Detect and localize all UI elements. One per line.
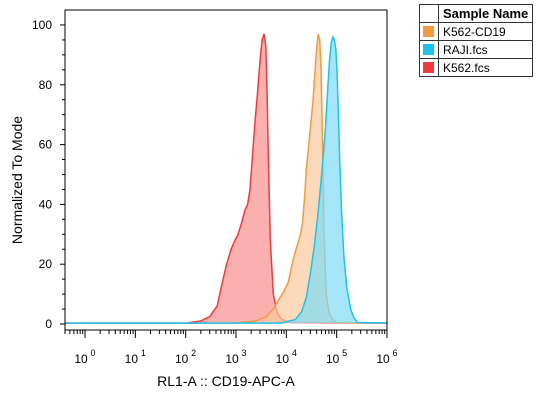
series-area-raji-fcs: [65, 36, 387, 324]
x-tick-exponent: 6: [392, 348, 397, 358]
x-tick-exponent: 5: [342, 348, 347, 358]
series-line-k562-fcs: [65, 33, 388, 324]
legend-label: K562-CD19: [437, 22, 534, 41]
y-tick-label: 20: [39, 257, 53, 271]
legend-swatch: [423, 26, 434, 37]
legend-label: RAJI.fcs: [437, 40, 534, 59]
series-line-raji-fcs: [65, 34, 388, 324]
legend-header: Sample Name: [437, 4, 534, 23]
x-tick-label: 10: [225, 352, 239, 366]
y-tick-label: 0: [45, 317, 52, 331]
legend: Sample Name K562-CD19 RAJI.fcs K562.fcs: [419, 4, 534, 77]
legend-label: K562.fcs: [437, 58, 534, 77]
legend-swatch: [423, 44, 434, 55]
legend-swatch-cell: [419, 58, 439, 77]
y-tick-label: 100: [32, 18, 52, 32]
x-tick-exponent: 1: [141, 348, 146, 358]
legend-swatch: [423, 62, 434, 73]
x-axis-title: RL1-A :: CD19-APC-A: [157, 373, 295, 389]
x-tick-label: 10: [74, 352, 88, 366]
y-axis: 0 20 40 60 80 100: [32, 18, 65, 331]
legend-swatch-cell: [419, 22, 439, 41]
legend-header-blank: [419, 4, 439, 23]
x-tick-label: 10: [376, 352, 390, 366]
y-axis-title: Normalized To Mode: [9, 116, 25, 244]
legend-header-row: Sample Name: [419, 4, 534, 23]
legend-row: RAJI.fcs: [419, 40, 534, 59]
series-area-k562-cd19: [65, 33, 387, 324]
x-tick-label: 10: [175, 352, 189, 366]
series-layer: [65, 33, 388, 324]
x-tick-exponent: 3: [242, 348, 247, 358]
x-tick-label: 10: [125, 352, 139, 366]
y-tick-label: 40: [39, 197, 53, 211]
x-tick-exponent: 4: [292, 348, 297, 358]
legend-swatch-cell: [419, 40, 439, 59]
legend-row: K562-CD19: [419, 22, 534, 41]
y-tick-label: 80: [39, 78, 53, 92]
x-tick-label: 10: [276, 352, 290, 366]
x-axis: 10 0 10 1 10 2 10 3 10 4 10 5 10 6: [64, 330, 398, 366]
x-tick-label: 10: [326, 352, 340, 366]
x-tick-exponent: 0: [91, 348, 96, 358]
y-tick-label: 60: [39, 138, 53, 152]
plot-frame: [64, 9, 388, 331]
legend-row: K562.fcs: [419, 58, 534, 77]
x-tick-exponent: 2: [191, 348, 196, 358]
